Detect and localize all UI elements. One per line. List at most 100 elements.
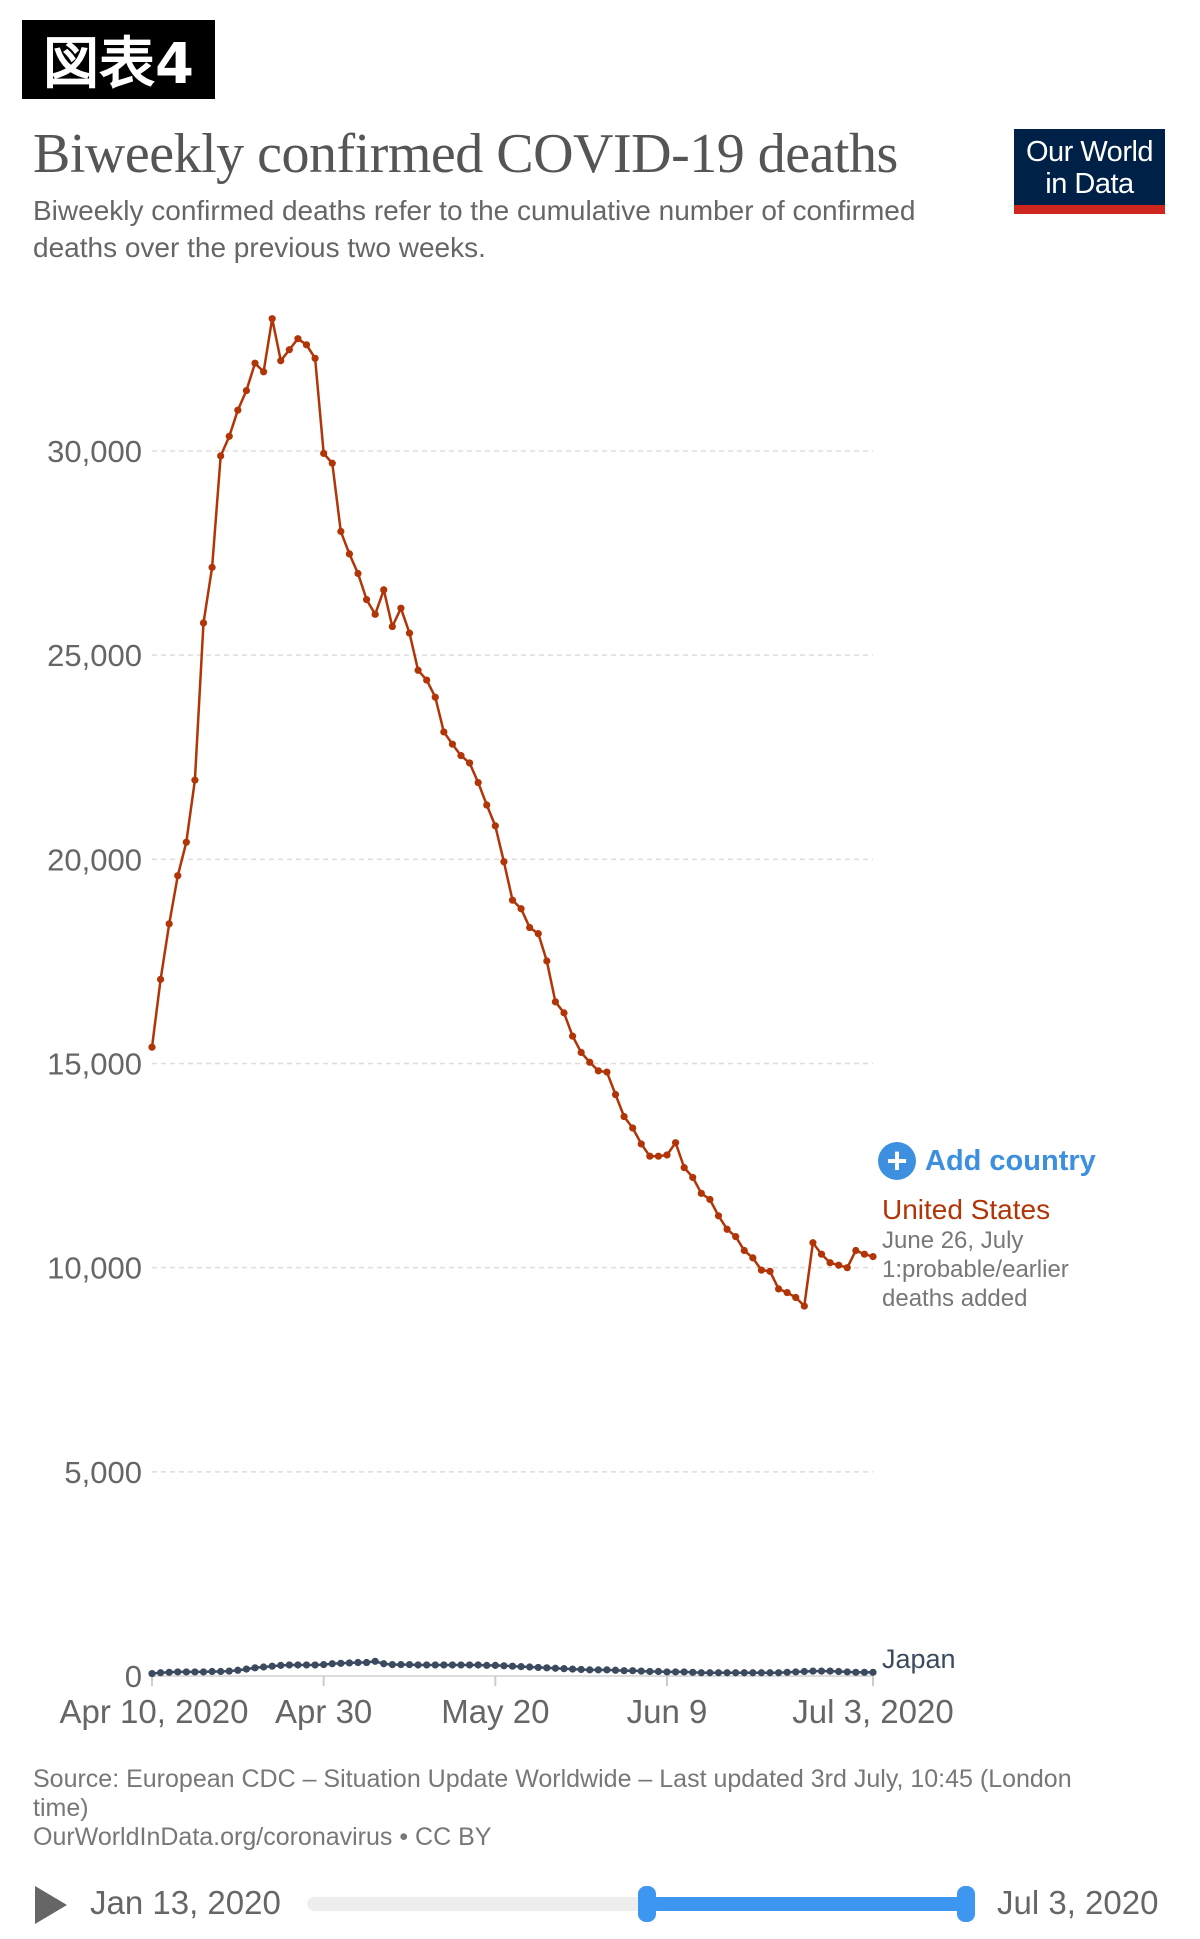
data-point <box>689 1173 697 1182</box>
data-point <box>620 1667 628 1675</box>
data-point <box>757 1669 766 1677</box>
data-point <box>268 315 276 323</box>
data-point <box>586 1058 594 1066</box>
data-point <box>474 778 482 787</box>
x-tick-label: Jun 9 <box>627 1693 708 1730</box>
data-point <box>749 1669 757 1677</box>
data-point <box>508 896 517 904</box>
data-point <box>388 622 396 631</box>
data-point <box>474 1661 482 1669</box>
data-point <box>191 1668 199 1676</box>
chart-title: Biweekly confirmed COVID-19 deaths <box>33 123 898 185</box>
add-country-button[interactable]: + Add country <box>878 1142 1096 1180</box>
data-point <box>182 838 190 846</box>
series-label-japan[interactable]: Japan <box>882 1644 956 1674</box>
data-point <box>568 1032 577 1040</box>
data-point <box>620 1112 628 1121</box>
data-point <box>517 1663 525 1671</box>
data-point <box>165 1668 173 1676</box>
license-line[interactable]: OurWorldInData.org/coronavirus • CC BY <box>33 1823 492 1851</box>
source-note: Source: European CDC – Situation Update … <box>33 1765 1133 1852</box>
play-icon[interactable] <box>35 1886 67 1924</box>
data-point <box>148 1669 156 1678</box>
data-point <box>826 1259 834 1267</box>
y-tick-label: 10,000 <box>47 1251 142 1286</box>
data-point <box>689 1668 697 1676</box>
data-point <box>405 1660 414 1669</box>
data-point <box>465 759 474 767</box>
data-point <box>397 1660 405 1669</box>
data-point <box>577 1665 585 1674</box>
y-tick-labels: 0 5,000 10,000 15,000 20,000 25,000 30,000 <box>47 434 142 1694</box>
data-point <box>225 1667 233 1675</box>
data-point <box>646 1667 654 1676</box>
data-point <box>800 1302 808 1310</box>
data-point <box>294 335 302 343</box>
data-point <box>345 1659 354 1667</box>
series-label-united-states[interactable]: United States <box>882 1194 1051 1225</box>
data-point <box>148 1043 156 1051</box>
data-point <box>259 368 268 376</box>
y-tick-label: 15,000 <box>47 1047 142 1082</box>
data-point <box>603 1068 611 1076</box>
data-point <box>217 1667 225 1676</box>
data-point <box>611 1090 620 1099</box>
data-point <box>817 1250 826 1258</box>
data-point <box>156 1669 165 1677</box>
data-point <box>405 629 414 637</box>
data-point <box>217 452 225 460</box>
data-point <box>852 1668 860 1676</box>
x-tick-label: Apr 30 <box>275 1693 372 1730</box>
data-point <box>440 1661 448 1669</box>
data-point <box>783 1668 791 1676</box>
data-point <box>242 386 251 395</box>
source-line: Source: European CDC – Situation Update … <box>33 1765 1072 1822</box>
data-point <box>757 1266 766 1274</box>
data-point <box>860 1668 869 1676</box>
data-point <box>388 1660 396 1669</box>
data-point <box>577 1048 585 1057</box>
data-point <box>852 1246 860 1255</box>
data-point <box>311 354 319 362</box>
data-point <box>809 1239 817 1247</box>
data-point <box>534 1663 542 1672</box>
data-point <box>551 1664 560 1672</box>
logo-line-1: Our World <box>1025 136 1154 168</box>
data-point <box>740 1669 748 1677</box>
data-point <box>654 1667 663 1676</box>
timeline-end-handle[interactable] <box>957 1886 976 1922</box>
data-point <box>774 1669 783 1677</box>
data-point <box>611 1666 620 1674</box>
data-point <box>826 1667 834 1675</box>
data-point <box>637 1667 645 1675</box>
data-point <box>792 1668 800 1676</box>
data-point <box>629 1124 637 1132</box>
data-point <box>483 801 491 809</box>
y-tick-label: 30,000 <box>47 434 142 469</box>
data-point <box>371 610 379 618</box>
data-point <box>723 1225 731 1233</box>
y-tick-label: 0 <box>125 1659 142 1694</box>
data-point <box>560 1009 568 1017</box>
data-point <box>491 822 499 830</box>
data-point <box>697 1669 705 1677</box>
data-point <box>568 1665 577 1673</box>
data-point <box>440 728 448 736</box>
data-point <box>380 1660 388 1668</box>
data-point <box>500 858 508 866</box>
owid-logo[interactable]: Our World in Data <box>1014 129 1165 214</box>
data-point <box>234 1666 242 1674</box>
data-point <box>869 1253 877 1261</box>
data-point <box>800 1667 808 1676</box>
timeline-slider[interactable] <box>307 1886 976 1922</box>
series-united-states <box>148 315 877 1310</box>
data-point <box>431 1661 439 1669</box>
data-point <box>663 1151 671 1159</box>
data-point <box>732 1669 740 1677</box>
data-point <box>500 1662 508 1670</box>
timeline-start-handle[interactable] <box>637 1886 656 1922</box>
data-point <box>208 563 216 571</box>
data-point <box>732 1233 740 1241</box>
x-tick-label: Apr 10, 2020 <box>60 1693 249 1730</box>
timeline-end-label: Jul 3, 2020 <box>997 1884 1159 1921</box>
